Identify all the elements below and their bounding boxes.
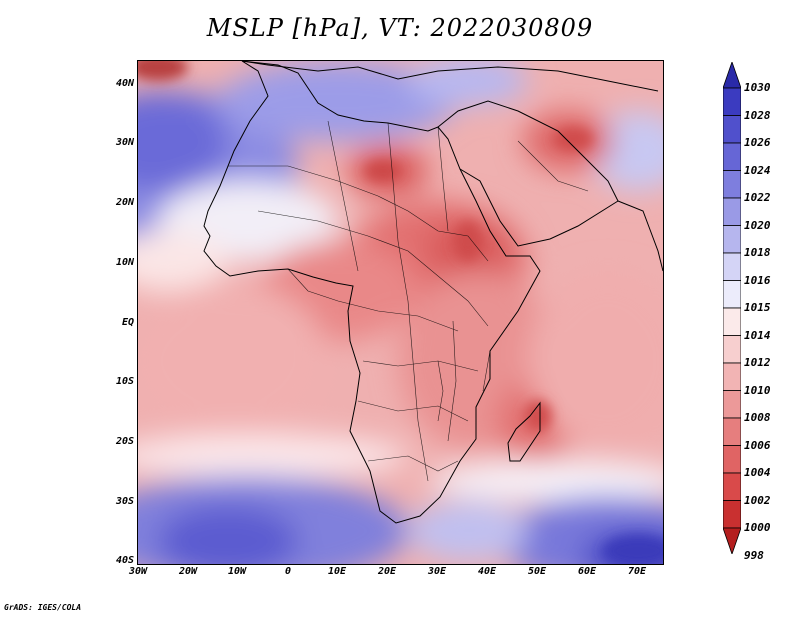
lat-label: 40S — [115, 555, 134, 566]
lon-label: 0 — [284, 566, 292, 577]
country-borders — [228, 120, 589, 482]
colorbar-label: 1022 — [744, 191, 771, 204]
lat-label: 30N — [115, 137, 134, 148]
lon-label: 40E — [477, 566, 497, 577]
lon-label: 20E — [377, 566, 397, 577]
madagascar-coastline — [507, 401, 541, 462]
colorbar-label: 1028 — [744, 108, 771, 122]
colorbar — [723, 62, 741, 554]
lon-label: 50E — [527, 566, 547, 577]
colorbar-swatch — [723, 500, 741, 529]
colorbar-label: 1018 — [744, 246, 771, 259]
colorbar-top-arrow — [723, 62, 741, 89]
colorbar-label: 1012 — [744, 356, 771, 369]
colorbar-swatch — [723, 170, 741, 199]
colorbar-swatch — [723, 87, 741, 116]
pressure-extrema — [138, 61, 663, 564]
colorbar-swatch — [723, 390, 741, 419]
india-coastline — [617, 200, 663, 272]
colorbar-label: 1020 — [744, 218, 771, 232]
lon-label: 10W — [227, 566, 247, 577]
lon-label: 20W — [178, 566, 198, 577]
map-title: MSLP [hPa], VT: 2022030809 — [206, 14, 594, 42]
colorbar-swatch — [723, 115, 741, 144]
colorbar-swatch — [723, 417, 741, 446]
colorbar-swatch — [723, 335, 741, 364]
colorbar-label: 1030 — [744, 81, 771, 94]
colorbar-label: 1014 — [744, 328, 771, 342]
lon-label: 30E — [427, 566, 447, 577]
africa-coastline — [203, 61, 541, 524]
lon-label: 10E — [327, 566, 347, 577]
colorbar-label: 1016 — [744, 273, 771, 287]
lon-label: 60E — [577, 566, 597, 577]
lon-label: 30W — [128, 566, 148, 577]
colorbar-swatch — [723, 362, 741, 391]
colorbar-swatch — [723, 197, 741, 226]
coastlines — [203, 61, 663, 524]
colorbar-bottom-arrow — [723, 527, 741, 554]
colorbar-swatch — [723, 252, 741, 281]
colorbar-swatch — [723, 280, 741, 309]
mediterranean-coastline — [241, 61, 659, 92]
colorbar-swatch — [723, 307, 741, 336]
lat-label: 20S — [115, 436, 134, 447]
colorbar-label: 1004 — [744, 466, 771, 479]
colorbar-label: 1000 — [744, 521, 771, 534]
mslp-map — [137, 60, 664, 565]
colorbar-swatch — [723, 225, 741, 254]
lat-label: 40N — [115, 78, 134, 89]
footer-credit: GrADS: IGES/COLA — [4, 603, 82, 612]
lat-label: 30S — [115, 496, 134, 507]
lat-label: EQ — [121, 317, 134, 328]
colorbar-label: 1006 — [744, 438, 771, 452]
colorbar-label: 1010 — [744, 383, 771, 397]
colorbar-swatch — [723, 472, 741, 501]
colorbar-label: 1008 — [744, 411, 771, 424]
arabia-coastline — [437, 100, 619, 247]
lat-label: 10S — [115, 376, 134, 387]
colorbar-label: 1015 — [744, 301, 771, 314]
colorbar-swatch — [723, 445, 741, 474]
lat-label: 20N — [115, 197, 134, 208]
colorbar-label: 1024 — [744, 163, 771, 177]
colorbar-swatch — [723, 142, 741, 171]
colorbar-label: 1002 — [744, 493, 771, 507]
lat-label: 10N — [115, 257, 134, 268]
colorbar-label: 1026 — [744, 136, 771, 149]
lon-label: 70E — [627, 566, 647, 577]
colorbar-label: 998 — [744, 548, 764, 562]
